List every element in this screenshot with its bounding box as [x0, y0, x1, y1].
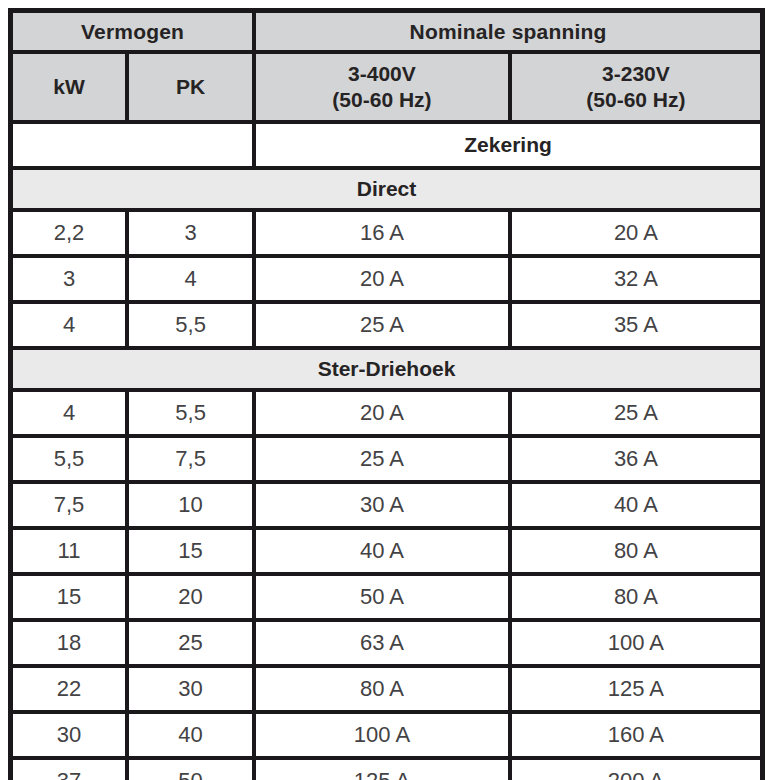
- table-cell: 5,5: [127, 390, 254, 436]
- table-cell: 80 A: [510, 528, 763, 574]
- table-row: 182563 A100 A: [11, 620, 763, 666]
- table-cell: 63 A: [254, 620, 510, 666]
- table-cell: 20 A: [254, 256, 510, 302]
- table-cell: 40 A: [254, 528, 510, 574]
- header-vermogen: Vermogen: [11, 11, 255, 53]
- table-cell: 160 A: [510, 712, 763, 758]
- table-cell: 30: [127, 666, 254, 712]
- header-pk: PK: [127, 52, 254, 122]
- header-zekering: Zekering: [254, 122, 762, 168]
- table-cell: 11: [11, 528, 128, 574]
- table-cell: 100 A: [510, 620, 763, 666]
- header-3-230v-line1: 3-230V: [512, 61, 760, 87]
- table-cell: 50: [127, 758, 254, 780]
- table-row: 152050 A80 A: [11, 574, 763, 620]
- table-cell: 80 A: [254, 666, 510, 712]
- table-cell: 15: [127, 528, 254, 574]
- table-row: 3420 A32 A: [11, 256, 763, 302]
- column-header-row: kW PK 3-400V (50-60 Hz) 3-230V (50-60 Hz…: [11, 52, 763, 122]
- table-cell: 80 A: [510, 574, 763, 620]
- table-cell: 30: [11, 712, 128, 758]
- table-cell: 20 A: [254, 390, 510, 436]
- table-row: 45,525 A35 A: [11, 302, 763, 348]
- table-cell: 40 A: [510, 482, 763, 528]
- header-3-400v-line2: (50-60 Hz): [256, 87, 508, 113]
- table-cell: 25 A: [254, 302, 510, 348]
- empty-cell: [11, 122, 255, 168]
- table-cell: 25 A: [510, 390, 763, 436]
- table-cell: 4: [11, 390, 128, 436]
- section-row: Direct: [11, 168, 763, 210]
- table-cell: 30 A: [254, 482, 510, 528]
- table-cell: 37: [11, 758, 128, 780]
- table-cell: 32 A: [510, 256, 763, 302]
- motor-fuse-rating-table: Vermogen Nominale spanning kW PK 3-400V …: [8, 8, 765, 780]
- table-cell: 3: [127, 210, 254, 256]
- header-3-400v-line1: 3-400V: [256, 61, 508, 87]
- table-cell: 16 A: [254, 210, 510, 256]
- table-body: Direct2,2316 A20 A3420 A32 A45,525 A35 A…: [11, 168, 763, 780]
- table-cell: 2,2: [11, 210, 128, 256]
- table-cell: 5,5: [127, 302, 254, 348]
- table-cell: 4: [11, 302, 128, 348]
- section-title: Ster-Driehoek: [11, 348, 763, 390]
- table-row: 5,57,525 A36 A: [11, 436, 763, 482]
- table-cell: 200 A: [510, 758, 763, 780]
- table-row: 111540 A80 A: [11, 528, 763, 574]
- table-row: 7,51030 A40 A: [11, 482, 763, 528]
- header-kw: kW: [11, 52, 128, 122]
- table-row: 3750125 A200 A: [11, 758, 763, 780]
- table-cell: 22: [11, 666, 128, 712]
- subheader-row: Zekering: [11, 122, 763, 168]
- table-cell: 125 A: [510, 666, 763, 712]
- table-row: 2,2316 A20 A: [11, 210, 763, 256]
- section-title: Direct: [11, 168, 763, 210]
- table-cell: 50 A: [254, 574, 510, 620]
- group-header-row: Vermogen Nominale spanning: [11, 11, 763, 53]
- header-3-230v: 3-230V (50-60 Hz): [510, 52, 763, 122]
- header-3-230v-line2: (50-60 Hz): [512, 87, 760, 113]
- table-cell: 40: [127, 712, 254, 758]
- table-cell: 20 A: [510, 210, 763, 256]
- table-cell: 36 A: [510, 436, 763, 482]
- table-cell: 20: [127, 574, 254, 620]
- table-cell: 18: [11, 620, 128, 666]
- table-cell: 5,5: [11, 436, 128, 482]
- table-cell: 100 A: [254, 712, 510, 758]
- table-head: Vermogen Nominale spanning kW PK 3-400V …: [11, 11, 763, 169]
- table-row: 223080 A125 A: [11, 666, 763, 712]
- table-cell: 15: [11, 574, 128, 620]
- header-nominale-spanning: Nominale spanning: [254, 11, 762, 53]
- table-cell: 25: [127, 620, 254, 666]
- table-cell: 7,5: [11, 482, 128, 528]
- table-cell: 35 A: [510, 302, 763, 348]
- table-cell: 125 A: [254, 758, 510, 780]
- table-cell: 10: [127, 482, 254, 528]
- table-cell: 25 A: [254, 436, 510, 482]
- table-cell: 3: [11, 256, 128, 302]
- section-row: Ster-Driehoek: [11, 348, 763, 390]
- table-cell: 7,5: [127, 436, 254, 482]
- table-cell: 4: [127, 256, 254, 302]
- header-3-400v: 3-400V (50-60 Hz): [254, 52, 510, 122]
- table-row: 45,520 A25 A: [11, 390, 763, 436]
- table-row: 3040100 A160 A: [11, 712, 763, 758]
